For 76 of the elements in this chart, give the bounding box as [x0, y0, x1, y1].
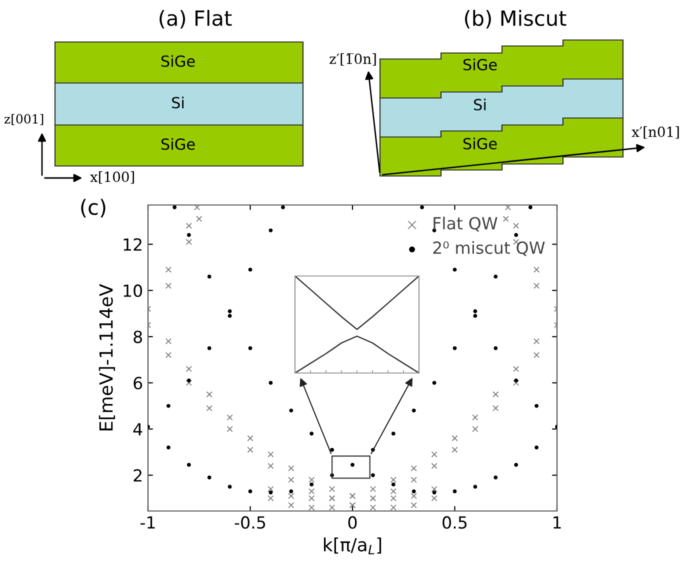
point: [248, 268, 252, 272]
legend-label: Flat QW: [434, 216, 498, 232]
point: [473, 314, 478, 318]
y-tick-label: 12: [124, 238, 142, 251]
point: [310, 482, 314, 486]
y-tick-label: 8: [134, 330, 142, 344]
point: [207, 346, 212, 350]
point: [391, 432, 396, 436]
chart-title: (c): [81, 198, 106, 218]
point: [207, 476, 212, 480]
point: [268, 380, 273, 385]
point: [228, 309, 232, 314]
point: [289, 489, 294, 494]
text: SiGe: [463, 58, 497, 70]
point: [370, 473, 375, 478]
point: [412, 489, 416, 494]
legend-label: 2⁰ miscut QW: [433, 241, 545, 256]
text: SiGe: [463, 138, 497, 150]
point: [432, 490, 436, 494]
point: [452, 346, 457, 350]
point: [350, 462, 354, 467]
point: [432, 380, 436, 385]
y-tick-label: 10: [124, 284, 142, 298]
point: [452, 489, 457, 494]
x-tick-label: 0.5: [442, 516, 467, 529]
text: x[100]: [90, 171, 134, 184]
point: [452, 268, 457, 272]
point: [268, 490, 273, 494]
text: (a) Flat: [160, 10, 232, 28]
point: [330, 448, 334, 452]
point: [186, 233, 191, 237]
point: [473, 484, 478, 489]
point: [166, 446, 170, 450]
y-tick-label: 2: [134, 469, 142, 482]
point: [186, 378, 191, 382]
point: [248, 346, 252, 350]
y-tick-label: 4: [133, 423, 142, 436]
point: [248, 489, 252, 494]
point: [289, 408, 294, 413]
point: [534, 404, 539, 408]
x-tick-label: 0: [348, 516, 357, 529]
x-tick-label: 1: [554, 516, 561, 529]
point: [391, 482, 396, 486]
point: [494, 346, 498, 350]
text: Si: [172, 96, 184, 108]
point: [166, 404, 170, 408]
point: [172, 205, 177, 210]
text: Si: [474, 98, 486, 110]
text: z[001]: [4, 114, 44, 126]
point: [420, 205, 424, 210]
text: z′[1̅0n]: [330, 53, 376, 66]
point: [310, 432, 314, 436]
point: [228, 314, 232, 318]
y-axis-title: E[meV]-1.114eV: [98, 284, 115, 430]
point: [514, 233, 518, 237]
text: SiGe: [161, 138, 195, 150]
point: [528, 205, 532, 210]
x-axis-title: k[π/a$_{L}$]: [324, 538, 382, 554]
point: [494, 274, 498, 279]
point: [473, 309, 478, 314]
text: x′[n01]: [632, 126, 679, 139]
point: [186, 462, 191, 467]
point: [412, 408, 416, 413]
y-tick-label: 6: [134, 376, 142, 390]
point: [514, 462, 518, 467]
point: [268, 228, 273, 232]
point: [494, 476, 498, 480]
point: [207, 274, 212, 279]
point: [281, 205, 285, 210]
point: [228, 484, 232, 489]
x-tick-label: -1: [140, 516, 155, 529]
point: [534, 446, 539, 450]
point: [514, 378, 518, 382]
text: SiGe: [161, 55, 195, 67]
text: (b) Miscut: [465, 10, 566, 28]
x-tick-label: -0.5: [234, 516, 266, 529]
